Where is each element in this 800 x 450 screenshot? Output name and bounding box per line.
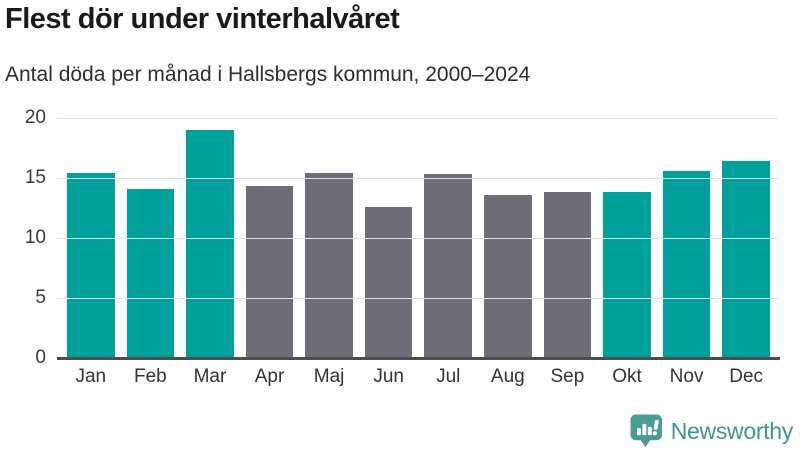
x-tick-label-mar: Mar [193,366,227,387]
bar-maj [305,173,353,358]
x-tick-label-jun: Jun [373,366,404,387]
gridline-10 [57,237,778,239]
chart-title: Flest dör under vinterhalvåret [5,3,400,35]
bars-container [57,118,778,358]
y-tick-label-10: 10 [24,227,46,248]
x-tick-label-feb: Feb [133,366,167,387]
newsworthy-logo: Newsworthy [630,414,793,448]
gridline-5 [57,297,778,299]
x-axis-labels: Jan Feb Mar Apr Maj Jun Jul Aug Sep Okt Nov Dec [57,366,778,388]
chart-subtitle: Antal döda per månad i Hallsbergs kommun… [5,63,531,86]
y-tick-label-15: 15 [24,167,46,188]
bar-sep [543,192,592,358]
bar-jun [364,206,413,358]
bar-jan [67,173,115,358]
bar-mar [186,130,234,358]
x-tick-label-okt: Okt [612,366,642,387]
x-tick-label-jul: Jul [436,366,461,387]
newsworthy-wordmark: Newsworthy [670,417,794,444]
plot-area [57,117,778,358]
bar-nov [662,170,711,358]
y-tick-label-5: 5 [35,287,46,308]
bar-jul [424,174,473,358]
gridline-20 [57,117,778,119]
x-tick-label-jan: Jan [75,366,107,387]
x-tick-label-dec: Dec [729,366,764,387]
x-tick-label-maj: Maj [313,366,345,387]
x-tick-label-apr: Apr [254,366,285,387]
bar-feb [126,188,175,358]
x-tick-label-sep: Sep [550,366,585,387]
x-tick-label-aug: Aug [490,366,525,387]
bar-aug [484,194,532,358]
y-tick-label-20: 20 [24,107,46,128]
gridline-15 [57,177,778,179]
y-tick-label-0: 0 [35,347,46,368]
bar-okt [603,192,651,358]
x-axis-baseline [57,357,780,360]
bar-apr [245,186,294,358]
newsworthy-icon [630,414,662,448]
x-tick-label-nov: Nov [669,366,704,387]
bar-dec [722,161,770,358]
